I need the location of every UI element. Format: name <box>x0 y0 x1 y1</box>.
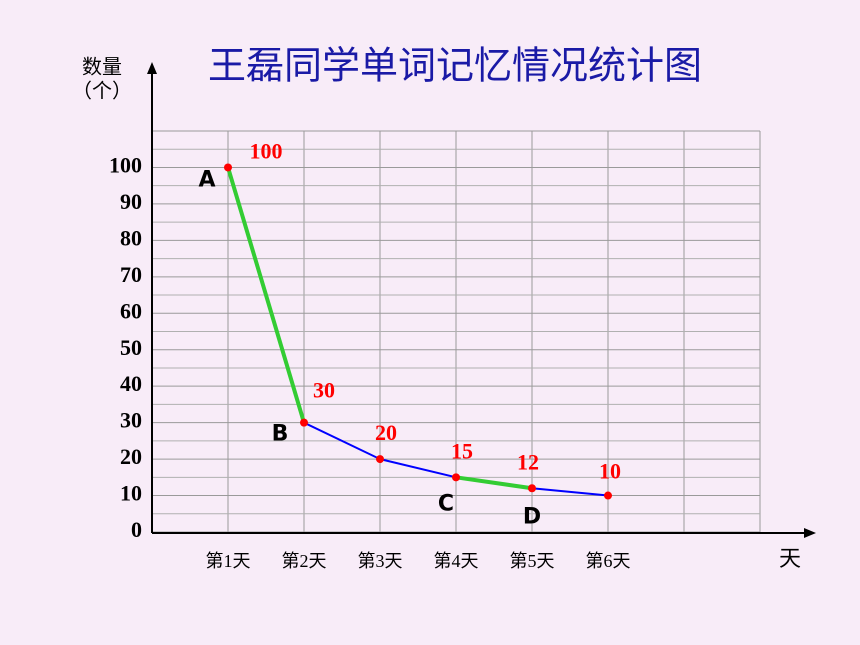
chart-title: 王磊同学单词记忆情况统计图 <box>208 44 702 88</box>
y-tick-label: 50 <box>120 335 142 360</box>
data-point <box>300 418 308 427</box>
y-axis-label: 数量 <box>82 55 122 79</box>
y-tick-label: 10 <box>120 481 142 506</box>
point-label: C <box>438 491 454 516</box>
value-label: 10 <box>599 459 621 484</box>
value-label: 15 <box>451 438 473 463</box>
x-tick-label: 第4天 <box>434 551 479 571</box>
y-tick-label: 0 <box>131 517 142 542</box>
point-label: D <box>523 504 541 529</box>
data-point <box>224 163 232 172</box>
y-tick-label: 40 <box>120 371 142 396</box>
highlight-segment <box>455 475 533 491</box>
x-axis-label: 天 <box>779 547 801 572</box>
x-tick-label: 第2天 <box>282 551 327 571</box>
y-tick-label: 80 <box>120 225 142 250</box>
data-point <box>452 473 460 482</box>
y-axis-unit: （个） <box>72 79 132 103</box>
y-tick-label: 90 <box>120 189 142 214</box>
value-label: 20 <box>375 420 397 445</box>
y-tick-label: 100 <box>109 153 142 178</box>
point-label: A <box>198 167 215 192</box>
data-point <box>528 484 536 493</box>
x-tick-label: 第1天 <box>206 551 251 571</box>
value-label: 12 <box>517 449 539 474</box>
y-tick-label: 60 <box>120 298 142 323</box>
data-point <box>376 455 384 464</box>
x-tick-label: 第5天 <box>510 551 555 571</box>
y-tick-label: 20 <box>120 444 142 469</box>
highlight-segment <box>226 166 306 424</box>
y-tick-label: 70 <box>120 262 142 287</box>
x-axis-arrow <box>804 528 816 538</box>
point-label: B <box>272 422 289 447</box>
x-tick-label: 第6天 <box>586 551 631 571</box>
x-tick-label: 第3天 <box>358 551 403 571</box>
y-axis-arrow <box>147 62 157 74</box>
data-point <box>604 491 612 500</box>
y-tick-label: 30 <box>120 408 142 433</box>
value-label: 100 <box>250 139 283 164</box>
value-label: 30 <box>313 378 335 403</box>
